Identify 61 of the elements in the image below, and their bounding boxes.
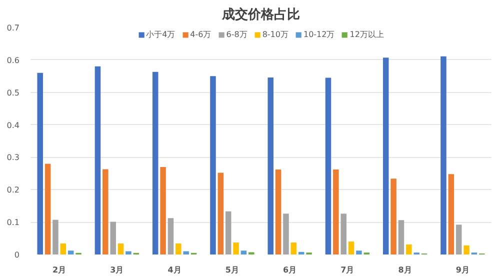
bar [37,72,43,254]
bar [44,164,51,254]
x-tick-label: 4月 [168,266,182,274]
bar [356,250,362,254]
legend-label: 8-10万 [262,29,288,40]
bar [398,220,404,254]
bar [390,178,396,254]
bar [176,243,182,254]
x-tick-label: 3月 [110,266,124,274]
legend-label: 小于4万 [146,29,176,40]
x-tick-label: 2月 [52,266,66,274]
bar [268,77,274,254]
y-tick-label: 0 [14,250,20,260]
y-tick-label: 0.4 [6,120,20,130]
bar [275,170,282,254]
bar [382,58,389,254]
x-tick-label: 7月 [340,266,354,274]
bar [448,174,454,254]
bar [340,214,346,254]
y-tick-label: 0.5 [6,88,20,98]
y-tick-label: 0.7 [6,24,20,32]
legend-label: 4-6万 [190,29,212,40]
bar [406,244,412,254]
bar [348,242,354,254]
bar [283,214,289,254]
bar [298,252,304,254]
bar [118,243,124,254]
bar [218,172,224,254]
bar [225,211,232,254]
bar [68,250,74,254]
bar [333,170,339,254]
y-tick-label: 0.6 [6,56,20,65]
bar [290,242,297,254]
x-tick-label: 8月 [398,266,412,274]
bar [52,220,58,254]
y-tick-label: 0.3 [6,153,20,162]
bar [60,243,66,254]
chart-title: 成交价格占比 [221,6,300,22]
bar [240,250,247,254]
bar [152,72,158,254]
bar [110,222,116,254]
y-tick-label: 0.2 [6,186,20,195]
bar [456,224,462,254]
bar [102,169,108,254]
bar [210,76,216,254]
bar [325,78,332,254]
bar [440,56,446,254]
y-tick-label: 0.1 [6,218,20,228]
bar [126,251,132,254]
bar [233,242,239,254]
bar [464,245,470,254]
bar [168,218,174,254]
bar [183,251,189,254]
bar [160,166,166,254]
legend-label: 10-12万 [303,29,335,40]
legend-label: 6-8万 [226,29,248,40]
x-tick-label: 9月 [456,266,470,274]
legend-label: 12万以上 [350,29,384,40]
x-tick-label: 6月 [283,266,297,274]
x-tick-label: 5月 [225,266,239,274]
bar [94,66,101,254]
